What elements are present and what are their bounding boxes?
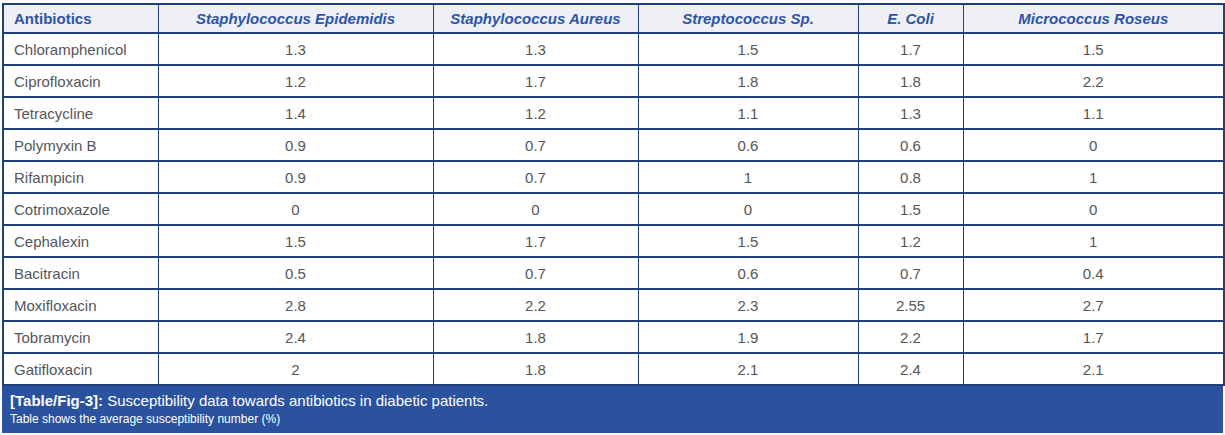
column-header-species: Streptococcus Sp. — [638, 4, 858, 33]
antibiotic-name-cell: Polymyxin B — [3, 129, 158, 161]
table-body: Chloramphenicol1.31.31.51.71.5Ciprofloxa… — [3, 33, 1224, 385]
antibiotic-name-cell: Chloramphenicol — [3, 33, 158, 65]
value-cell: 2.8 — [158, 289, 433, 321]
value-cell: 1.5 — [963, 33, 1224, 65]
table-fig-label: [Table/Fig-3]: — [10, 392, 103, 409]
antibiotic-name-cell: Moxifloxacin — [3, 289, 158, 321]
value-cell: 1.7 — [433, 65, 638, 97]
antibiotic-name-cell: Tobramycin — [3, 321, 158, 353]
table-row: Cotrimoxazole0001.50 — [3, 193, 1224, 225]
caption-text: Susceptibility data towards antibiotics … — [107, 392, 488, 409]
value-cell: 1.7 — [963, 321, 1224, 353]
antibiotic-name-cell: Ciprofloxacin — [3, 65, 158, 97]
caption-line-1: [Table/Fig-3]: Susceptibility data towar… — [10, 391, 1213, 411]
value-cell: 1.3 — [858, 97, 963, 129]
header-row: AntibioticsStaphylococcus EpidemidisStap… — [3, 4, 1224, 33]
value-cell: 1.2 — [858, 225, 963, 257]
table-row: Cephalexin1.51.71.51.21 — [3, 225, 1224, 257]
table-caption-bar: [Table/Fig-3]: Susceptibility data towar… — [2, 386, 1223, 433]
antibiotic-name-cell: Tetracycline — [3, 97, 158, 129]
value-cell: 1 — [638, 161, 858, 193]
value-cell: 1.1 — [963, 97, 1224, 129]
value-cell: 1.5 — [638, 33, 858, 65]
value-cell: 0.9 — [158, 129, 433, 161]
value-cell: 1.5 — [858, 193, 963, 225]
value-cell: 2.55 — [858, 289, 963, 321]
value-cell: 0.9 — [158, 161, 433, 193]
value-cell: 0.7 — [433, 129, 638, 161]
value-cell: 1.7 — [858, 33, 963, 65]
value-cell: 1.8 — [858, 65, 963, 97]
value-cell: 1.8 — [433, 321, 638, 353]
value-cell: 0.7 — [433, 161, 638, 193]
antibiotic-name-cell: Rifampicin — [3, 161, 158, 193]
value-cell: 1.3 — [158, 33, 433, 65]
value-cell: 0 — [963, 129, 1224, 161]
value-cell: 2.4 — [158, 321, 433, 353]
table-row: Tetracycline1.41.21.11.31.1 — [3, 97, 1224, 129]
value-cell: 1.4 — [158, 97, 433, 129]
value-cell: 0.8 — [858, 161, 963, 193]
value-cell: 0 — [433, 193, 638, 225]
column-header-species: Staphylococcus Aureus — [433, 4, 638, 33]
value-cell: 0.6 — [638, 257, 858, 289]
value-cell: 2 — [158, 353, 433, 385]
antibiotic-name-cell: Gatifloxacin — [3, 353, 158, 385]
value-cell: 0.4 — [963, 257, 1224, 289]
value-cell: 0 — [638, 193, 858, 225]
column-header-species: E. Coli — [858, 4, 963, 33]
value-cell: 0.5 — [158, 257, 433, 289]
value-cell: 0 — [963, 193, 1224, 225]
value-cell: 0 — [158, 193, 433, 225]
antibiotic-name-cell: Cotrimoxazole — [3, 193, 158, 225]
column-header-species: Staphylococcus Epidemidis — [158, 4, 433, 33]
table-row: Moxifloxacin2.82.22.32.552.7 — [3, 289, 1224, 321]
table-row: Gatifloxacin21.82.12.42.1 — [3, 353, 1224, 385]
value-cell: 1 — [963, 161, 1224, 193]
value-cell: 1.8 — [638, 65, 858, 97]
value-cell: 1.3 — [433, 33, 638, 65]
table-row: Bacitracin0.50.70.60.70.4 — [3, 257, 1224, 289]
value-cell: 2.4 — [858, 353, 963, 385]
value-cell: 1.8 — [433, 353, 638, 385]
table-row: Tobramycin2.41.81.92.21.7 — [3, 321, 1224, 353]
value-cell: 0.7 — [433, 257, 638, 289]
table-row: Chloramphenicol1.31.31.51.71.5 — [3, 33, 1224, 65]
value-cell: 0.7 — [858, 257, 963, 289]
susceptibility-table: AntibioticsStaphylococcus EpidemidisStap… — [2, 3, 1225, 386]
column-header-species: Micrococcus Roseus — [963, 4, 1224, 33]
value-cell: 2.1 — [963, 353, 1224, 385]
antibiotic-name-cell: Bacitracin — [3, 257, 158, 289]
value-cell: 1.2 — [158, 65, 433, 97]
value-cell: 1.1 — [638, 97, 858, 129]
value-cell: 1.5 — [638, 225, 858, 257]
value-cell: 1.9 — [638, 321, 858, 353]
value-cell: 0.6 — [638, 129, 858, 161]
page: AntibioticsStaphylococcus EpidemidisStap… — [0, 0, 1225, 435]
value-cell: 1.7 — [433, 225, 638, 257]
value-cell: 1 — [963, 225, 1224, 257]
value-cell: 0.6 — [858, 129, 963, 161]
antibiotic-name-cell: Cephalexin — [3, 225, 158, 257]
value-cell: 2.2 — [963, 65, 1224, 97]
column-header-antibiotics: Antibiotics — [3, 4, 158, 33]
value-cell: 1.5 — [158, 225, 433, 257]
value-cell: 2.7 — [963, 289, 1224, 321]
value-cell: 1.2 — [433, 97, 638, 129]
caption-subtext: Table shows the average susceptibility n… — [10, 411, 1213, 427]
table-row: Polymyxin B0.90.70.60.60 — [3, 129, 1224, 161]
value-cell: 2.2 — [433, 289, 638, 321]
table-row: Rifampicin0.90.710.81 — [3, 161, 1224, 193]
table-row: Ciprofloxacin1.21.71.81.82.2 — [3, 65, 1224, 97]
value-cell: 2.1 — [638, 353, 858, 385]
value-cell: 2.2 — [858, 321, 963, 353]
value-cell: 2.3 — [638, 289, 858, 321]
